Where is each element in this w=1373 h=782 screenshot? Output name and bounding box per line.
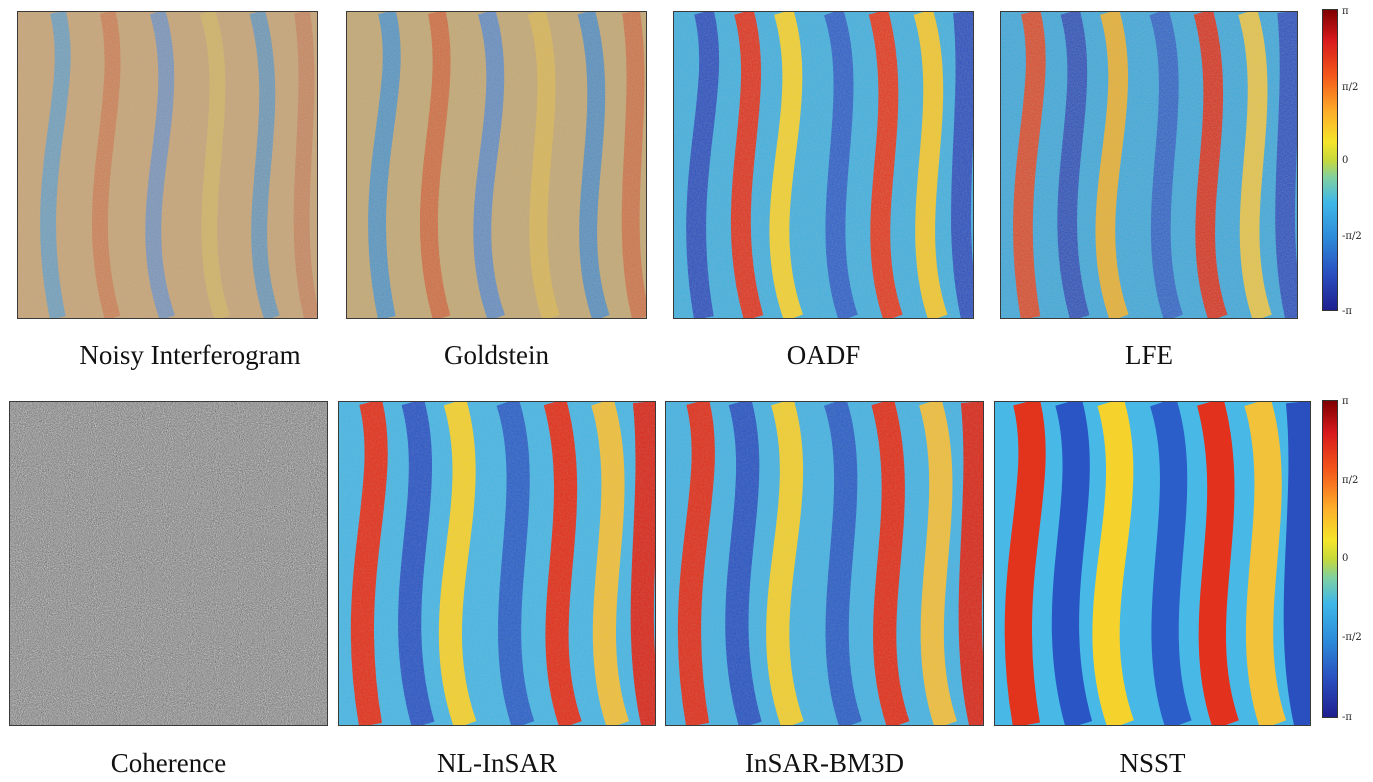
- colorbar-tick-neg-half-pi-2: -π/2: [1342, 632, 1362, 643]
- caption-nl-insar: NL-InSAR: [437, 748, 557, 778]
- caption-insar-bm3d: InSAR-BM3D: [744, 748, 905, 778]
- colorbar-tick-neg-pi-2: -π: [1342, 712, 1352, 723]
- colorbar-tick-half-pi-2: π/2: [1342, 475, 1359, 486]
- colorbar-tick-pi: π: [1342, 6, 1349, 17]
- caption-oadf: OADF: [786, 340, 861, 370]
- colorbar-tick-pi-2: π: [1342, 396, 1349, 407]
- colorbar-tick-neg-half-pi: -π/2: [1342, 231, 1362, 242]
- caption-noisy-interferogram: Noisy Interferogram: [79, 340, 301, 370]
- noisy-interferogram-image: [17, 11, 318, 319]
- goldstein-image: [346, 11, 647, 319]
- coherence-image: [9, 401, 328, 726]
- nl-insar-image: [338, 401, 656, 726]
- phase-colorbar-bottom: [1322, 400, 1338, 718]
- insar-bm3d-image: [665, 401, 984, 726]
- colorbar-tick-half-pi: π/2: [1342, 82, 1359, 93]
- lfe-image: [1000, 11, 1298, 319]
- caption-lfe: LFE: [1124, 340, 1173, 370]
- caption-goldstein: Goldstein: [444, 340, 549, 370]
- caption-nsst: NSST: [1119, 748, 1186, 778]
- oadf-image: [673, 11, 974, 319]
- colorbar-tick-zero: 0: [1342, 155, 1349, 166]
- colorbar-tick-neg-pi: -π: [1342, 306, 1352, 317]
- colorbar-tick-zero-2: 0: [1342, 553, 1349, 564]
- caption-coherence: Coherence: [110, 748, 227, 778]
- phase-colorbar-top: [1322, 9, 1338, 311]
- nsst-image: [994, 401, 1311, 726]
